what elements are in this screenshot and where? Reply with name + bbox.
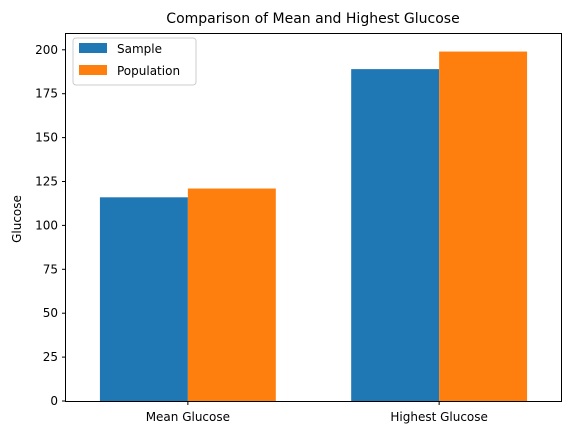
- bar-population-1: [439, 51, 528, 401]
- plot-frame: [65, 33, 562, 402]
- y-tick-label: 100: [35, 218, 58, 232]
- x-axis: Mean Glucose Highest Glucose: [146, 401, 488, 424]
- y-axis-label: Glucose: [10, 195, 24, 243]
- y-tick-label: 175: [35, 87, 58, 101]
- legend-swatch-sample: [79, 43, 107, 53]
- y-tick-label: 200: [35, 43, 58, 57]
- bar-sample-0: [99, 197, 188, 401]
- y-tick-label: 150: [35, 131, 58, 145]
- x-tick-label: Mean Glucose: [146, 410, 230, 424]
- bar-population-0: [187, 188, 276, 401]
- y-axis: 0 25 50 75 100 125 150 175 200: [35, 43, 66, 408]
- legend-label-population: Population: [117, 64, 180, 78]
- y-tick-label: 75: [43, 262, 58, 276]
- y-tick-label: 50: [43, 306, 58, 320]
- x-tick-label: Highest Glucose: [390, 410, 488, 424]
- chart-title: Comparison of Mean and Highest Glucose: [166, 11, 459, 27]
- y-tick-label: 25: [43, 350, 58, 364]
- bars-group: [99, 51, 528, 401]
- y-tick-label: 0: [50, 394, 58, 408]
- legend-label-sample: Sample: [117, 42, 162, 56]
- bar-sample-1: [351, 69, 440, 401]
- legend-swatch-population: [79, 65, 107, 75]
- legend: Sample Population: [72, 37, 197, 86]
- y-tick-label: 125: [35, 175, 58, 189]
